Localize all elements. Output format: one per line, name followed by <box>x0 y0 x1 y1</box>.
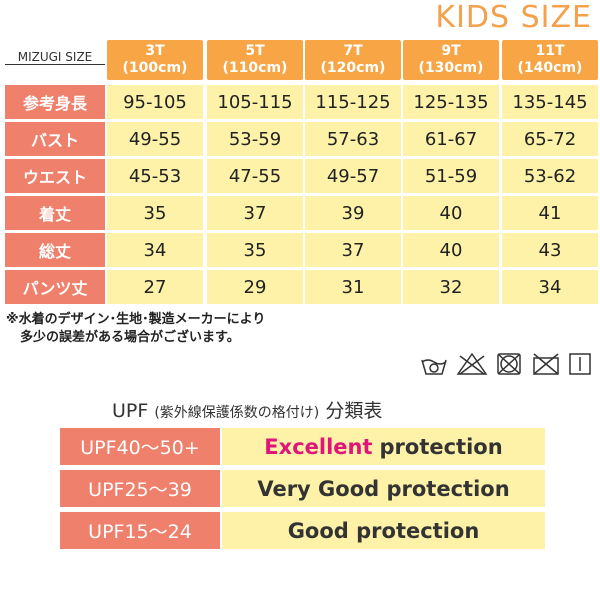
cell: 53-59 <box>207 122 303 156</box>
cell: 125-135 <box>403 85 499 119</box>
cell: 115-125 <box>305 85 401 119</box>
cell: 135-145 <box>502 85 598 119</box>
cell: 61-67 <box>403 122 499 156</box>
cell: 65-72 <box>502 122 598 156</box>
cell: 53-62 <box>502 159 598 193</box>
cell: 35 <box>207 233 303 267</box>
column-header-line: 3T <box>145 43 165 59</box>
cell: 57-63 <box>305 122 401 156</box>
cell: 37 <box>207 196 303 230</box>
cell: 105-115 <box>207 85 303 119</box>
column-header: 11T (140cm) <box>502 40 598 80</box>
column-header-line: 7T <box>343 43 363 59</box>
upf-highlight: Excellent <box>264 434 373 459</box>
row-label: ウエスト <box>5 159 105 193</box>
column-header: 7T (120cm) <box>305 40 401 80</box>
upf-rating: Excellent protection <box>222 428 545 465</box>
title: KIDS SIZE <box>435 0 592 35</box>
column-header: 5T (110cm) <box>207 40 303 80</box>
column-header-line: 11T <box>535 43 565 59</box>
cell: 37 <box>305 233 401 267</box>
upf-rating-text: Good protection <box>287 518 480 543</box>
header-label: MIZUGI SIZE <box>5 50 105 65</box>
cell: 49-55 <box>107 122 203 156</box>
column-header-line: 9T <box>441 43 461 59</box>
cell: 49-57 <box>305 159 401 193</box>
cell: 35 <box>107 196 203 230</box>
row-label: 参考身長 <box>5 85 105 119</box>
cell: 51-59 <box>403 159 499 193</box>
cell: 34 <box>107 233 203 267</box>
cell: 31 <box>305 270 401 304</box>
row-label: パンツ丈 <box>5 270 105 304</box>
cell: 27 <box>107 270 203 304</box>
cell: 95-105 <box>107 85 203 119</box>
upf-rating: Very Good protection <box>222 470 545 507</box>
upf-grade: UPF25〜39 <box>60 470 220 507</box>
row-label: 総丈 <box>5 233 105 267</box>
column-header-line: 5T <box>245 43 265 59</box>
column-header-line: (100cm) <box>122 60 188 76</box>
upf-subtitle: (紫外線保護係数の格付け) <box>154 405 320 421</box>
cell: 47-55 <box>207 159 303 193</box>
cell: 43 <box>502 233 598 267</box>
column-header-line: (110cm) <box>222 60 288 76</box>
note-line: 多少の誤差がある場合がございます。 <box>20 330 240 345</box>
cell: 39 <box>305 196 401 230</box>
upf-rating-text: Very Good protection <box>257 476 510 501</box>
care-icons <box>421 352 591 375</box>
cell: 40 <box>403 233 499 267</box>
upf-rating: Good protection <box>222 512 545 549</box>
cell: 34 <box>502 270 598 304</box>
upf-grade: UPF15〜24 <box>60 512 220 549</box>
column-header-line: (140cm) <box>517 60 583 76</box>
column-header-line: (120cm) <box>320 60 386 76</box>
row-label: 着丈 <box>5 196 105 230</box>
cell: 41 <box>502 196 598 230</box>
note-line: ※水着のデザイン･生地･製造メーカーにより <box>6 312 266 327</box>
upf-title-main: UPF <box>112 400 149 422</box>
cell: 40 <box>403 196 499 230</box>
column-header: 9T (130cm) <box>403 40 499 80</box>
cell: 32 <box>403 270 499 304</box>
cell: 29 <box>207 270 303 304</box>
upf-title: UPF (紫外線保護係数の格付け) 分類表 <box>112 396 382 423</box>
row-label: バスト <box>5 122 105 156</box>
upf-grade: UPF40〜50+ <box>60 428 220 465</box>
cell: 45-53 <box>107 159 203 193</box>
upf-rating-text: protection <box>379 434 503 459</box>
column-header-line: (130cm) <box>418 60 484 76</box>
upf-title-end: 分類表 <box>325 400 383 422</box>
column-header: 3T (100cm) <box>107 40 203 80</box>
